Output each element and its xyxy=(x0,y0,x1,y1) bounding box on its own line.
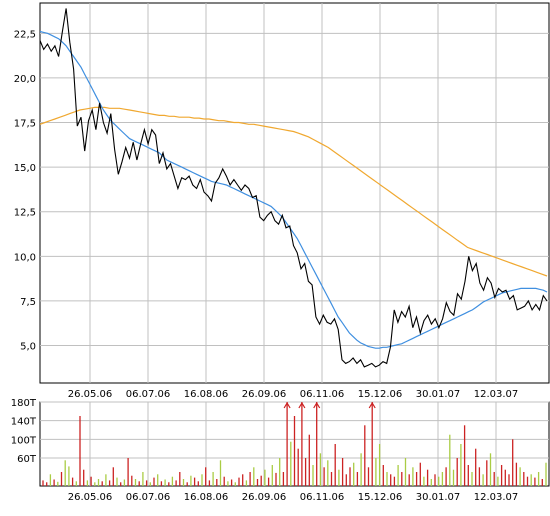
series-price xyxy=(39,8,548,368)
price-x-tick-7: 12.03.07 xyxy=(474,389,519,400)
price-y-tick-labels: 5,0 7,5 10,0 12,5 15,0 17,5 20,0 22,5 xyxy=(14,29,36,352)
price-x-tick-3: 26.09.06 xyxy=(242,389,287,400)
volume-x-tick-2: 16.08.06 xyxy=(184,492,229,503)
volume-x-tick-5: 15.12.06 xyxy=(358,492,403,503)
volume-y-tick-labels: 60T 100T 140T 180T xyxy=(11,398,37,465)
price-gridlines xyxy=(40,3,549,383)
price-y-tick-5: 17,5 xyxy=(14,119,36,130)
volume-overflow-arrow-2 xyxy=(313,401,321,409)
price-y-tick-1: 7,5 xyxy=(20,297,36,308)
series-avg38 xyxy=(39,30,548,349)
volume-y-tick-3: 180T xyxy=(11,398,37,409)
price-y-tick-2: 10,0 xyxy=(14,252,36,263)
volume-y-tick-1: 100T xyxy=(11,435,37,446)
volume-x-tick-6: 30.01.07 xyxy=(416,492,461,503)
volume-bars xyxy=(42,401,547,486)
price-y-tick-0: 5,0 xyxy=(20,342,36,353)
volume-x-tick-0: 26.05.06 xyxy=(68,492,113,503)
price-frame xyxy=(39,2,550,384)
price-plot-area xyxy=(39,2,550,384)
volume-overflow-arrow-0 xyxy=(283,401,291,409)
price-y-tick-6: 20,0 xyxy=(14,74,36,85)
price-x-tick-4: 06.11.06 xyxy=(300,389,345,400)
volume-x-tick-4: 06.11.06 xyxy=(300,492,345,503)
volume-overflow-arrow-3 xyxy=(368,401,376,409)
price-x-tick-0: 26.05.06 xyxy=(68,389,113,400)
volume-overflow-arrow-1 xyxy=(298,401,306,409)
volume-y-tick-0: 60T xyxy=(17,454,37,465)
price-x-tick-1: 06.07.06 xyxy=(126,389,171,400)
volume-x-tick-labels: 26.05.06 06.07.06 16.08.06 26.09.06 06.11.06… xyxy=(68,492,519,503)
price-series-group xyxy=(39,8,548,368)
volume-x-tick-3: 26.09.06 xyxy=(242,492,287,503)
price-y-tick-7: 22,5 xyxy=(14,29,36,40)
volume-y-tick-2: 140T xyxy=(11,417,37,428)
series-avg200 xyxy=(39,106,548,277)
volume-x-tick-7: 12.03.07 xyxy=(474,492,519,503)
price-y-tick-4: 15,0 xyxy=(14,163,36,174)
price-x-tick-6: 30.01.07 xyxy=(416,389,461,400)
volume-x-tick-1: 06.07.06 xyxy=(126,492,171,503)
price-x-tick-labels: 26.05.06 06.07.06 16.08.06 26.09.06 06.11.06… xyxy=(68,389,519,400)
price-x-tick-2: 16.08.06 xyxy=(184,389,229,400)
price-x-tick-5: 15.12.06 xyxy=(358,389,403,400)
price-y-tick-3: 12,5 xyxy=(14,208,36,219)
